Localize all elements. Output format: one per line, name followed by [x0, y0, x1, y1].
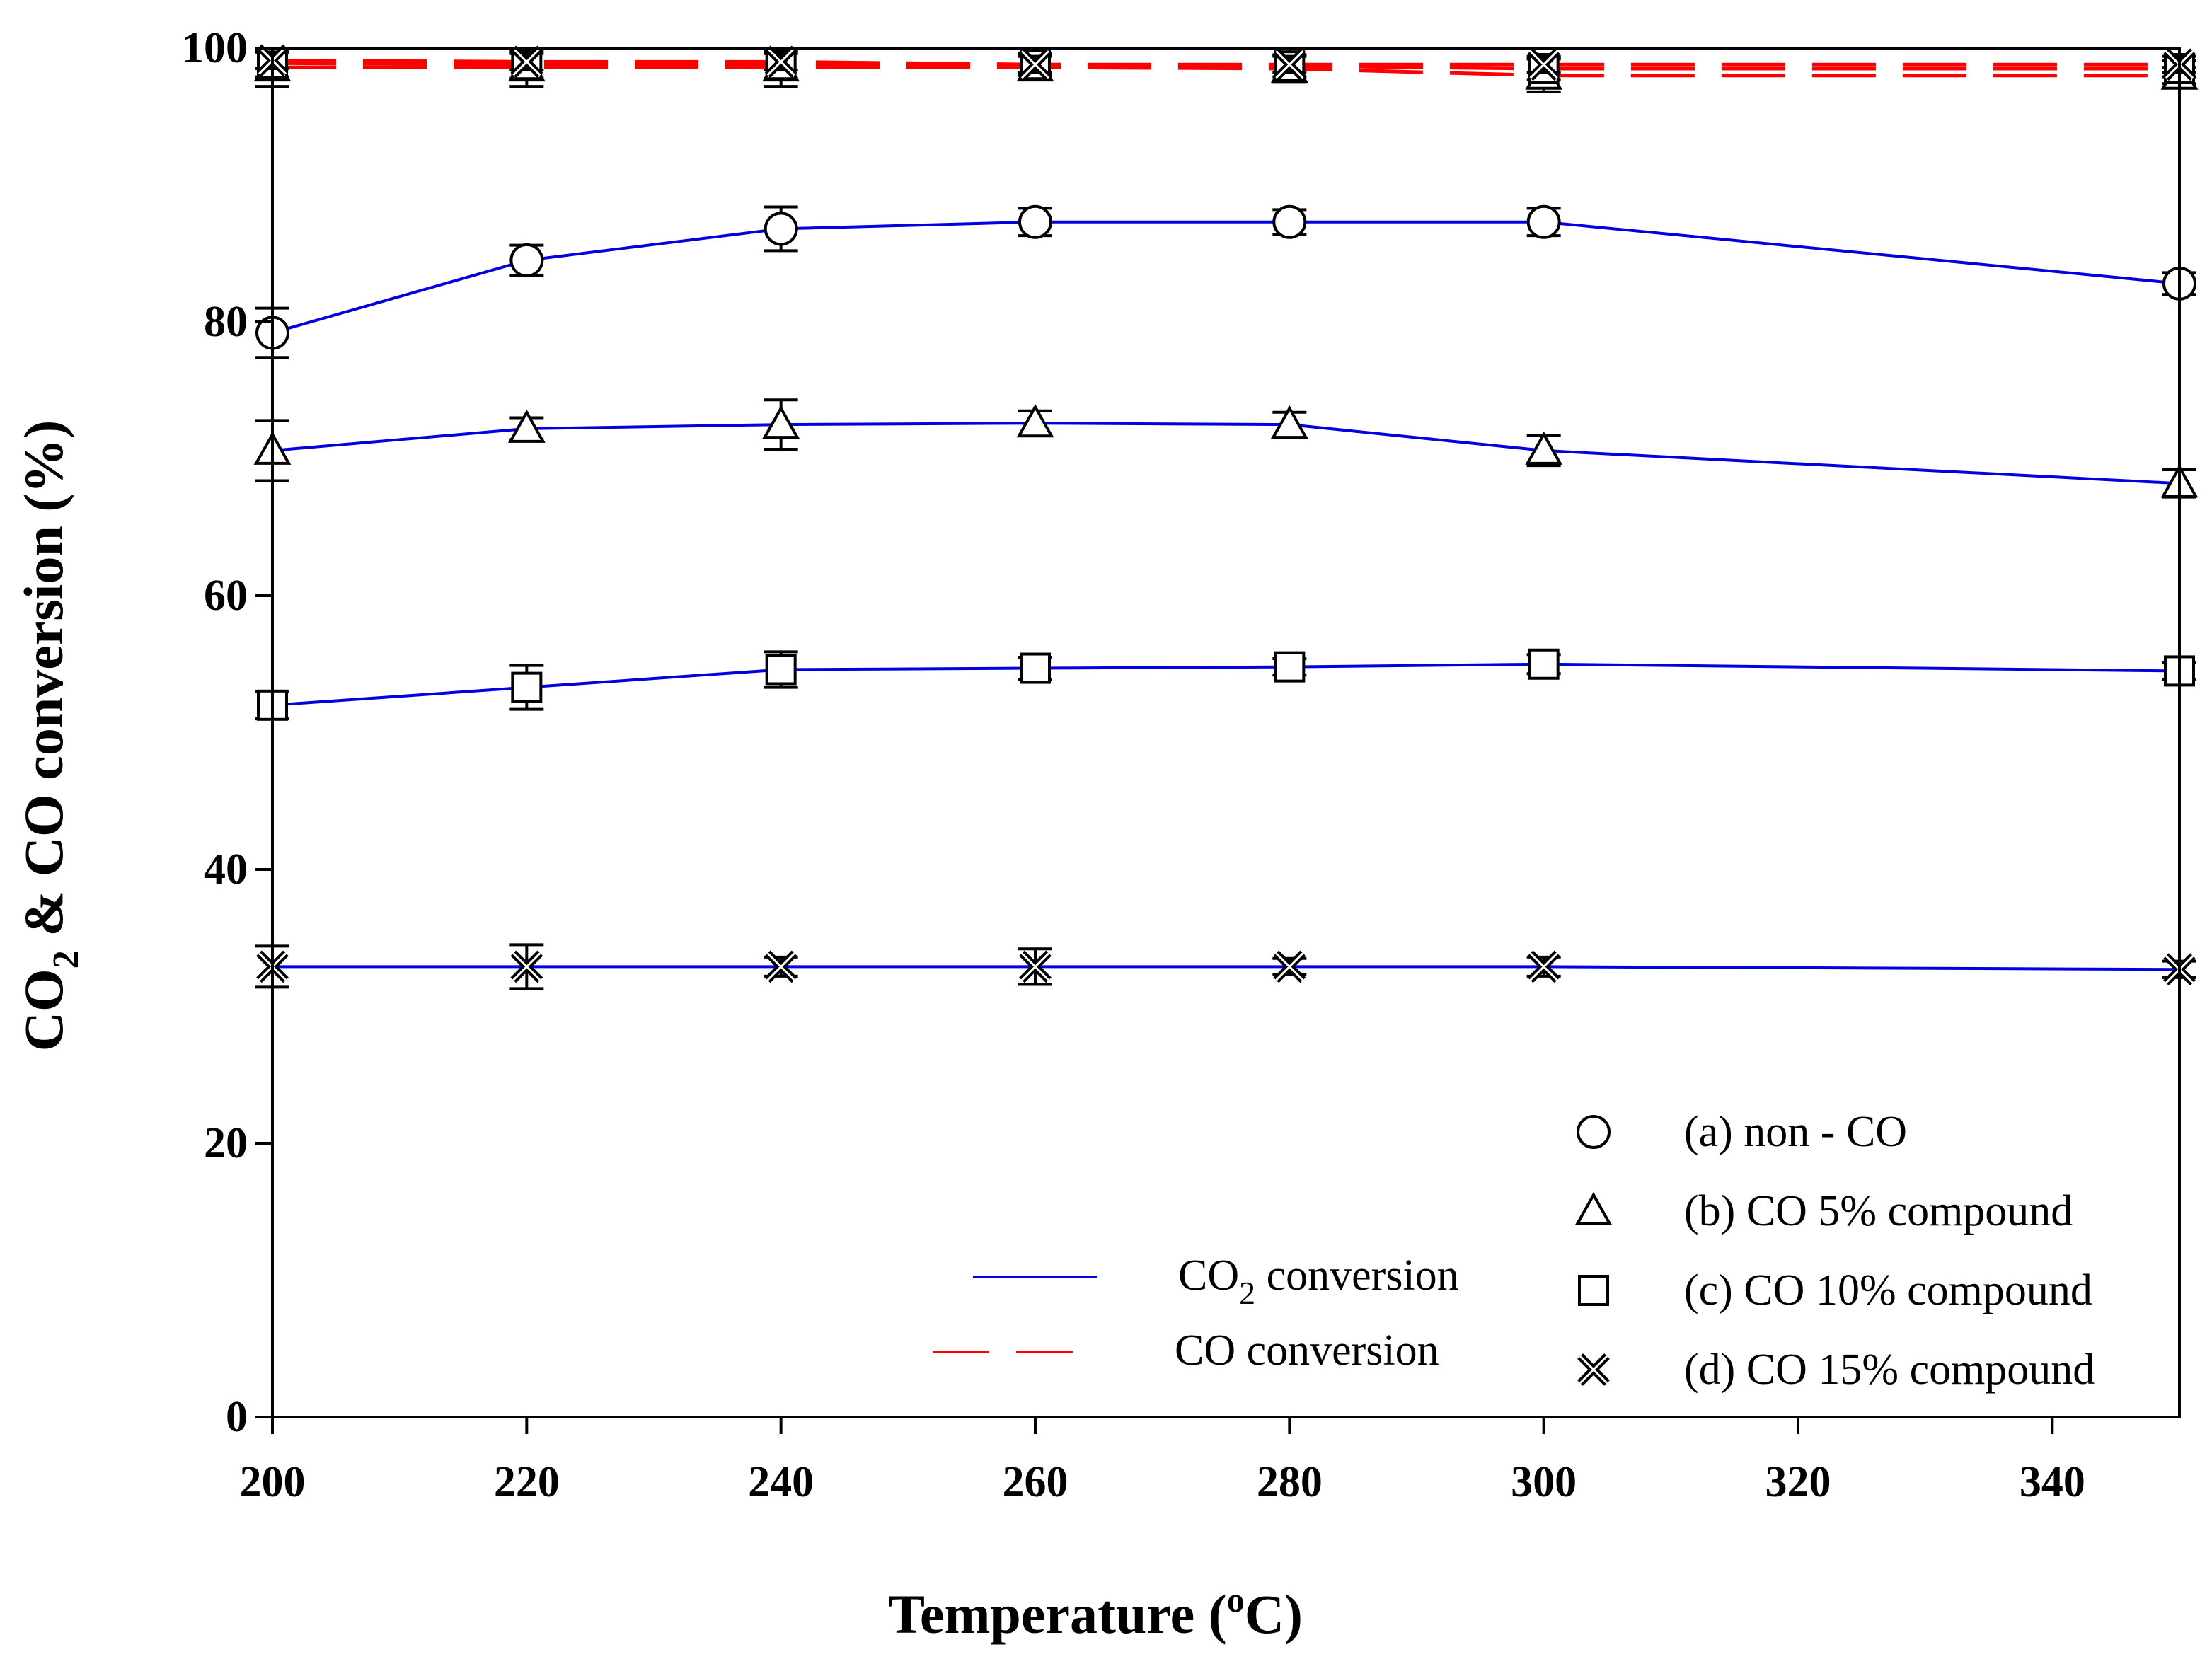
data-point-6-4: [1273, 48, 1306, 81]
data-point-2-1: [511, 671, 543, 703]
data-point-2-5: [1528, 648, 1560, 680]
data-point-3-1-inner-b: [512, 952, 541, 981]
data-point-3-2-inner-b: [766, 952, 795, 981]
data-point-6-5: [1527, 48, 1560, 81]
data-point-6-2: [764, 45, 797, 79]
y-tick-label-1: 20: [204, 1119, 248, 1167]
data-point-3-1: [510, 950, 543, 983]
legend-marker-2: [1578, 1275, 1609, 1306]
y-tick-label-3: 60: [204, 572, 248, 620]
data-point-6-2-inner-b: [766, 47, 795, 76]
data-point-2-2: [765, 654, 797, 686]
x-tick-label-2: 240: [748, 1458, 814, 1506]
y-axis-title: CO2 & CO conversion (%): [13, 420, 86, 1052]
data-point-6-3-inner-b: [1020, 50, 1050, 79]
legend-marker-label-2: (c) CO 10% compound: [1684, 1266, 2092, 1314]
y-tick-label-4: 80: [204, 298, 248, 346]
data-point-0-2: [764, 212, 798, 246]
data-point-3-5: [1527, 950, 1560, 983]
x-tick-label-1: 220: [494, 1458, 560, 1506]
x-axis-title: Temperature (oC): [888, 1580, 1303, 1645]
legend-line-label-1: CO conversion: [1175, 1326, 1439, 1375]
legend-marker-label-0: (a) non - CO: [1684, 1108, 1907, 1156]
legend-marker-label-1: (b) CO 5% compound: [1684, 1187, 2073, 1235]
data-point-1-1: [507, 409, 546, 443]
data-point-6-4-inner-b: [1275, 50, 1304, 79]
x-tick-label-6: 320: [1765, 1458, 1831, 1506]
data-point-0-4: [1272, 204, 1307, 239]
data-point-1-3: [1016, 404, 1054, 438]
data-point-3-4: [1273, 950, 1306, 983]
y-tick-label-0: 0: [226, 1393, 248, 1441]
legend-marker-1: [1574, 1191, 1613, 1225]
data-point-0-5: [1526, 204, 1561, 239]
data-point-2-4: [1274, 651, 1306, 683]
x-tick-label-4: 280: [1257, 1458, 1323, 1506]
data-point-6-1-inner-b: [512, 47, 541, 76]
data-point-1-2: [762, 405, 800, 439]
y-tick-label-5: 100: [182, 24, 248, 72]
x-tick-label-7: 340: [2020, 1458, 2085, 1506]
data-point-1-5: [1525, 431, 1563, 465]
data-point-6-5-inner-b: [1529, 50, 1558, 79]
data-point-0-3: [1018, 204, 1052, 239]
y-tick-label-2: 40: [204, 845, 248, 894]
data-point-6-1: [510, 45, 543, 79]
data-point-1-4: [1270, 405, 1308, 439]
data-point-0-1: [509, 243, 544, 277]
legend-line-label-0: CO2 conversion: [1178, 1252, 1459, 1311]
data-point-3-3: [1019, 950, 1052, 983]
data-point-3-5-inner-b: [1529, 952, 1558, 981]
data-point-2-3: [1020, 652, 1051, 684]
legend-marker-0: [1577, 1115, 1611, 1149]
x-tick-label-0: 200: [240, 1458, 306, 1506]
data-point-3-4-inner-b: [1275, 952, 1304, 981]
x-tick-label-3: 260: [1003, 1458, 1068, 1506]
data-point-6-3: [1019, 48, 1052, 81]
legend-marker-3-inner-b: [1579, 1355, 1608, 1385]
x-tick-label-5: 300: [1511, 1458, 1577, 1506]
legend-marker-3: [1577, 1353, 1610, 1386]
data-point-3-3-inner-b: [1020, 952, 1050, 981]
legend-marker-label-3: (d) CO 15% compound: [1684, 1346, 2095, 1394]
data-point-3-2: [764, 950, 797, 983]
